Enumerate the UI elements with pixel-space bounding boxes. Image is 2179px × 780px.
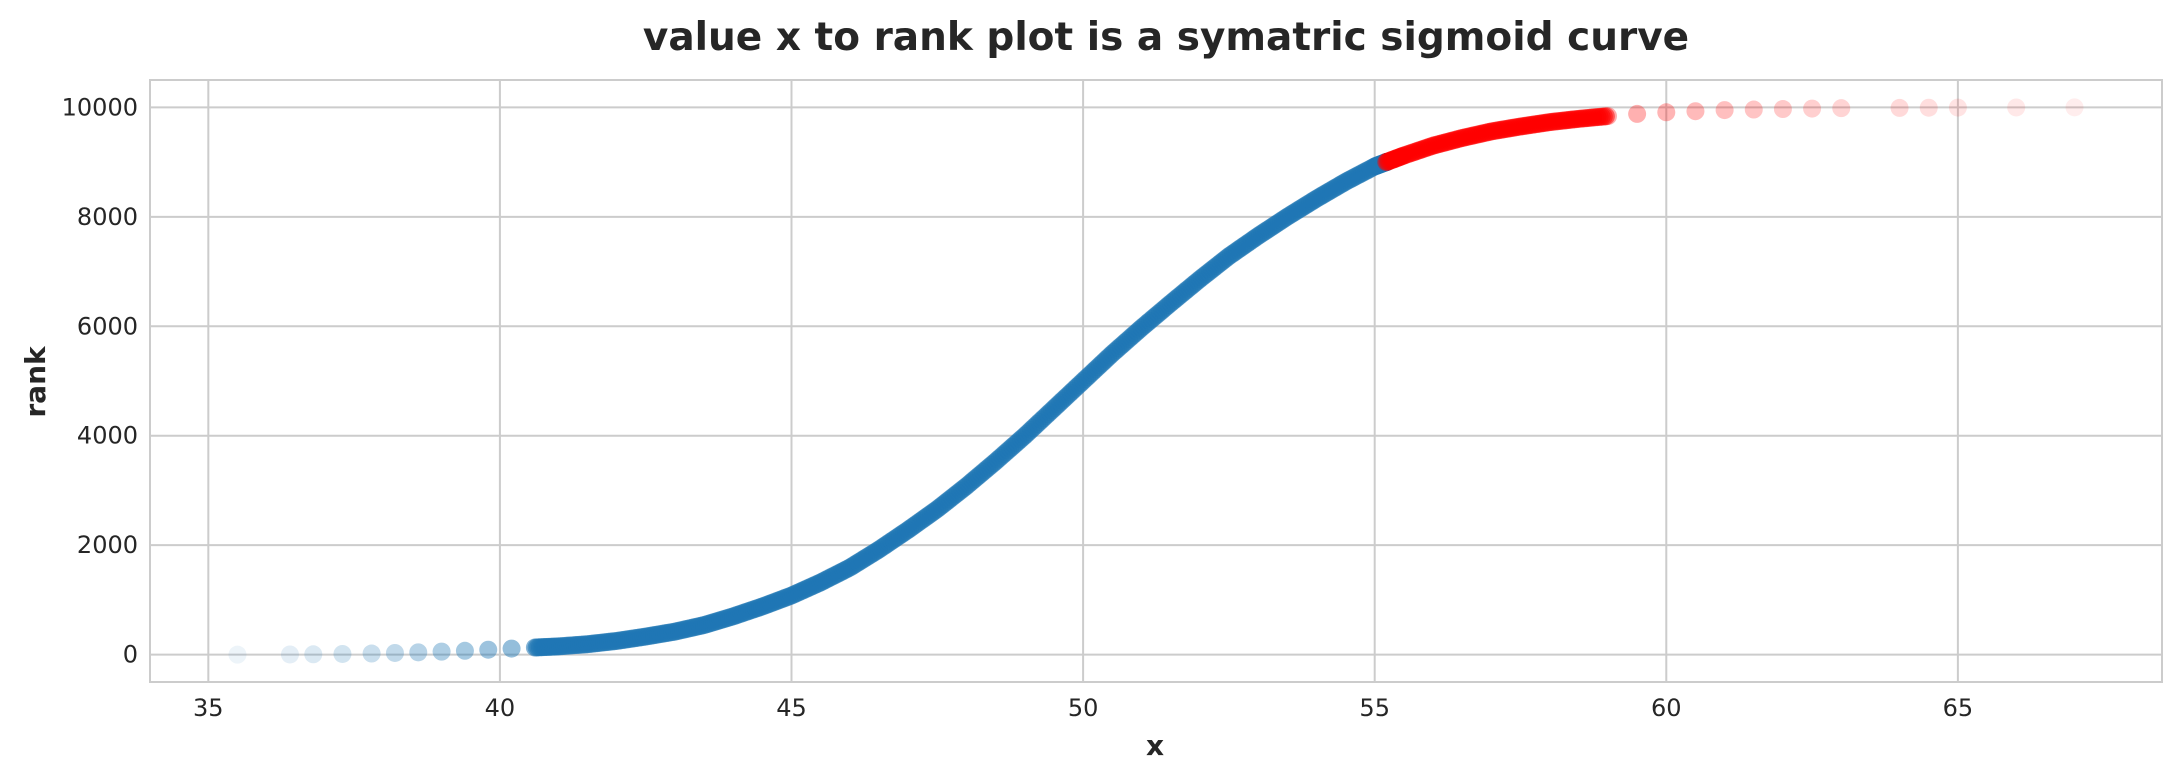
data-point	[1657, 103, 1676, 122]
data-point	[1832, 99, 1851, 118]
data-point	[1596, 107, 1615, 126]
y-tick-label: 4000	[77, 422, 138, 450]
data-point	[479, 640, 498, 659]
plot-frame	[149, 79, 2163, 683]
grid	[150, 80, 2162, 682]
data-point	[1803, 99, 1822, 118]
data-point	[1919, 98, 1938, 117]
x-tick-label: 55	[1359, 694, 1390, 722]
data-point	[455, 641, 474, 660]
data-point	[1948, 98, 1967, 117]
x-tick-label: 60	[1651, 694, 1682, 722]
data-point	[385, 643, 404, 662]
data-point	[1628, 104, 1647, 123]
series-2	[1377, 98, 2084, 172]
data-point	[2065, 98, 2084, 117]
y-tick-label: 0	[123, 641, 138, 669]
data-point	[1715, 101, 1734, 120]
x-tick-label: 45	[776, 694, 807, 722]
data-point	[280, 645, 299, 664]
data-point	[432, 642, 451, 661]
data-points	[228, 98, 2084, 664]
x-axis-label: x	[1146, 729, 1164, 762]
data-point	[1744, 100, 1763, 119]
x-tick-label: 50	[1068, 694, 1099, 722]
chart-title: value x to rank plot is a symatric sigmo…	[643, 15, 1689, 60]
data-point	[1773, 100, 1792, 119]
data-point	[1890, 98, 1909, 117]
y-axis-label: rank	[19, 345, 52, 418]
x-tick-label: 40	[485, 694, 516, 722]
data-point	[409, 643, 428, 662]
data-point	[1598, 107, 1617, 126]
series-1	[228, 153, 1396, 664]
data-point	[502, 639, 521, 658]
y-tick-label: 2000	[77, 531, 138, 559]
data-point	[362, 644, 381, 663]
y-tick-label: 6000	[77, 312, 138, 340]
data-point	[228, 645, 247, 664]
x-tick-label: 65	[1943, 694, 1974, 722]
data-point	[1686, 102, 1705, 121]
y-tick-label: 8000	[77, 203, 138, 231]
data-point	[333, 644, 352, 663]
x-tick-label: 35	[193, 694, 224, 722]
y-tick-label: 10000	[62, 93, 138, 121]
y-ticks: 0 2000 4000 6000 8000 10000	[62, 93, 138, 668]
x-ticks: 35 40 45 50 55 60 65	[193, 694, 1973, 722]
data-point	[2007, 98, 2026, 117]
data-point	[304, 645, 323, 664]
